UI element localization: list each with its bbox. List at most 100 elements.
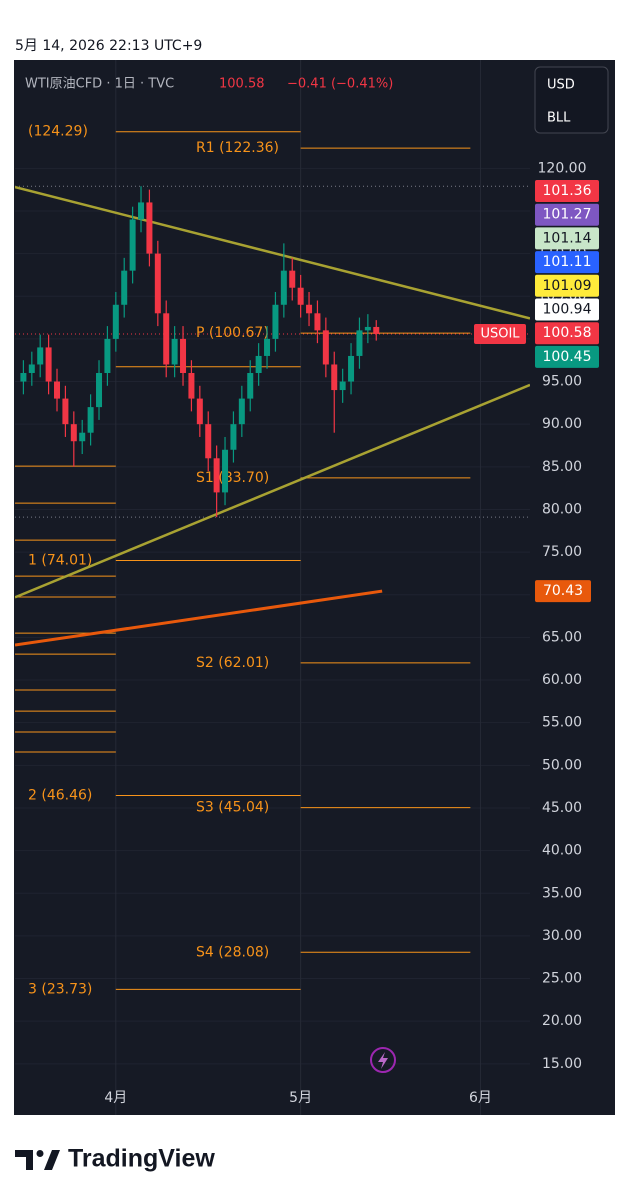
- brand-logo: [15, 1150, 60, 1170]
- candle-body: [364, 326, 371, 331]
- y-tick-label: 20.00: [542, 1013, 582, 1029]
- price-badge: [535, 203, 599, 226]
- trendline: [15, 185, 530, 320]
- y-tick-label: 80.00: [542, 501, 582, 517]
- candle-body: [146, 202, 153, 254]
- candle-body: [138, 202, 145, 220]
- price-badge-text: 100.58: [543, 325, 592, 341]
- pivot-label: R1 (122.36): [196, 140, 279, 156]
- y-tick-label: 75.00: [542, 544, 582, 560]
- price-badge-text: 101.36: [543, 183, 592, 199]
- candle-body: [280, 270, 287, 305]
- symbol-tag-bg: [474, 323, 526, 344]
- candle-body: [331, 364, 338, 391]
- candle-body: [264, 338, 271, 356]
- timestamp: 5月 14, 2026 22:13 UTC+9: [15, 38, 202, 54]
- candle-body: [196, 398, 203, 425]
- candle-body: [230, 424, 237, 450]
- y-tick-label: 120.00: [538, 160, 587, 176]
- candle-body: [87, 407, 94, 433]
- candle-body: [20, 373, 27, 382]
- x-tick-label: 6月: [469, 1090, 492, 1106]
- pivot-label: S2 (62.01): [196, 655, 269, 671]
- price-badge: [535, 251, 599, 274]
- price-axis: 15.00 20.00 25.00 30.00 35.00 40.00 45.00 50.00…: [535, 160, 599, 1072]
- candle-body: [188, 373, 195, 399]
- candle-body: [121, 270, 128, 305]
- x-tick-label: 4月: [104, 1090, 127, 1106]
- candle-body: [255, 355, 262, 374]
- currency-box[interactable]: [534, 66, 609, 134]
- symbol-tag-text: USOIL: [480, 326, 520, 341]
- candle-body: [205, 424, 212, 459]
- price-badge-text: 101.14: [543, 230, 592, 246]
- candle-body: [373, 326, 380, 334]
- candle-body: [54, 381, 61, 399]
- candle-body: [180, 338, 187, 374]
- price-badge-text: 101.27: [543, 207, 592, 223]
- price-badge: [535, 298, 599, 321]
- candle-body: [222, 449, 229, 493]
- currency-unit: USD: [547, 78, 575, 93]
- pivot-label: 2 (46.46): [28, 788, 92, 804]
- alert-bolt: [378, 1052, 388, 1069]
- y-tick-label: 65.00: [542, 629, 582, 645]
- y-tick-label: 30.00: [542, 928, 582, 944]
- price-badge: [535, 322, 599, 345]
- brand-name: TradingView: [68, 1145, 215, 1173]
- pivot-label: (124.29): [28, 124, 88, 140]
- chart-panel: [14, 60, 615, 1115]
- legend-symbol: WTI原油CFD · 1日 · TVC: [25, 77, 174, 92]
- currency-unit: BLL: [547, 111, 571, 126]
- y-tick-label: 90.00: [542, 416, 582, 432]
- price-badge-text: 100.94: [543, 302, 592, 318]
- candle-body: [322, 330, 329, 365]
- candle-body: [96, 373, 103, 408]
- candle-body: [272, 304, 279, 339]
- price-badge: [535, 274, 599, 297]
- candle-body: [339, 381, 346, 391]
- price-badge: [535, 580, 591, 603]
- candle-body: [154, 253, 161, 314]
- candle-body: [79, 432, 86, 442]
- candle-body: [213, 458, 220, 493]
- pivot-label: S4 (28.08): [196, 944, 269, 960]
- pivot-label: 3 (23.73): [28, 981, 92, 997]
- y-tick-label: 15.00: [542, 1056, 582, 1072]
- y-tick-label: 60.00: [542, 672, 582, 688]
- candle-body: [37, 347, 44, 365]
- price-badge: [535, 345, 599, 368]
- candle-body: [45, 347, 52, 382]
- alert-icon[interactable]: [370, 1047, 396, 1073]
- pivot-label: P (100.67): [196, 325, 269, 341]
- price-badge-text: 70.43: [543, 583, 583, 599]
- legend-price: 100.58: [219, 77, 265, 92]
- y-tick-label: 40.00: [542, 843, 582, 859]
- y-tick-label: 45.00: [542, 800, 582, 816]
- y-tick-label: 35.00: [542, 885, 582, 901]
- y-tick-label: 55.00: [542, 715, 582, 731]
- candle-body: [297, 287, 304, 305]
- price-badge: [535, 180, 599, 202]
- candle-body: [238, 398, 245, 425]
- candle-body: [163, 313, 170, 365]
- trendline: [15, 383, 530, 599]
- x-tick-label: 5月: [289, 1090, 312, 1106]
- legend-change: −0.41 (−0.41%): [287, 77, 393, 92]
- price-badge: [535, 227, 599, 250]
- price-badge-text: 101.09: [543, 278, 592, 294]
- candle-body: [62, 398, 69, 425]
- candle-body: [314, 313, 321, 331]
- pivot-label: S3 (45.04): [196, 800, 269, 816]
- y-tick-label: 95.00: [542, 374, 582, 390]
- pivot-label: S1 (83.70): [196, 470, 269, 486]
- candle-body: [348, 355, 355, 382]
- candle-body: [171, 338, 178, 365]
- candle-body: [129, 219, 136, 271]
- pivot-label: 1 (74.01): [28, 553, 92, 569]
- symbol-tag: USOIL: [474, 323, 526, 344]
- plot-area: (124.29) 1 (74.01) 2 (46.46) 3 (23.73) R1 (1…: [15, 60, 530, 1115]
- y-tick-label: 50.00: [542, 757, 582, 773]
- y-tick-label: 25.00: [542, 971, 582, 987]
